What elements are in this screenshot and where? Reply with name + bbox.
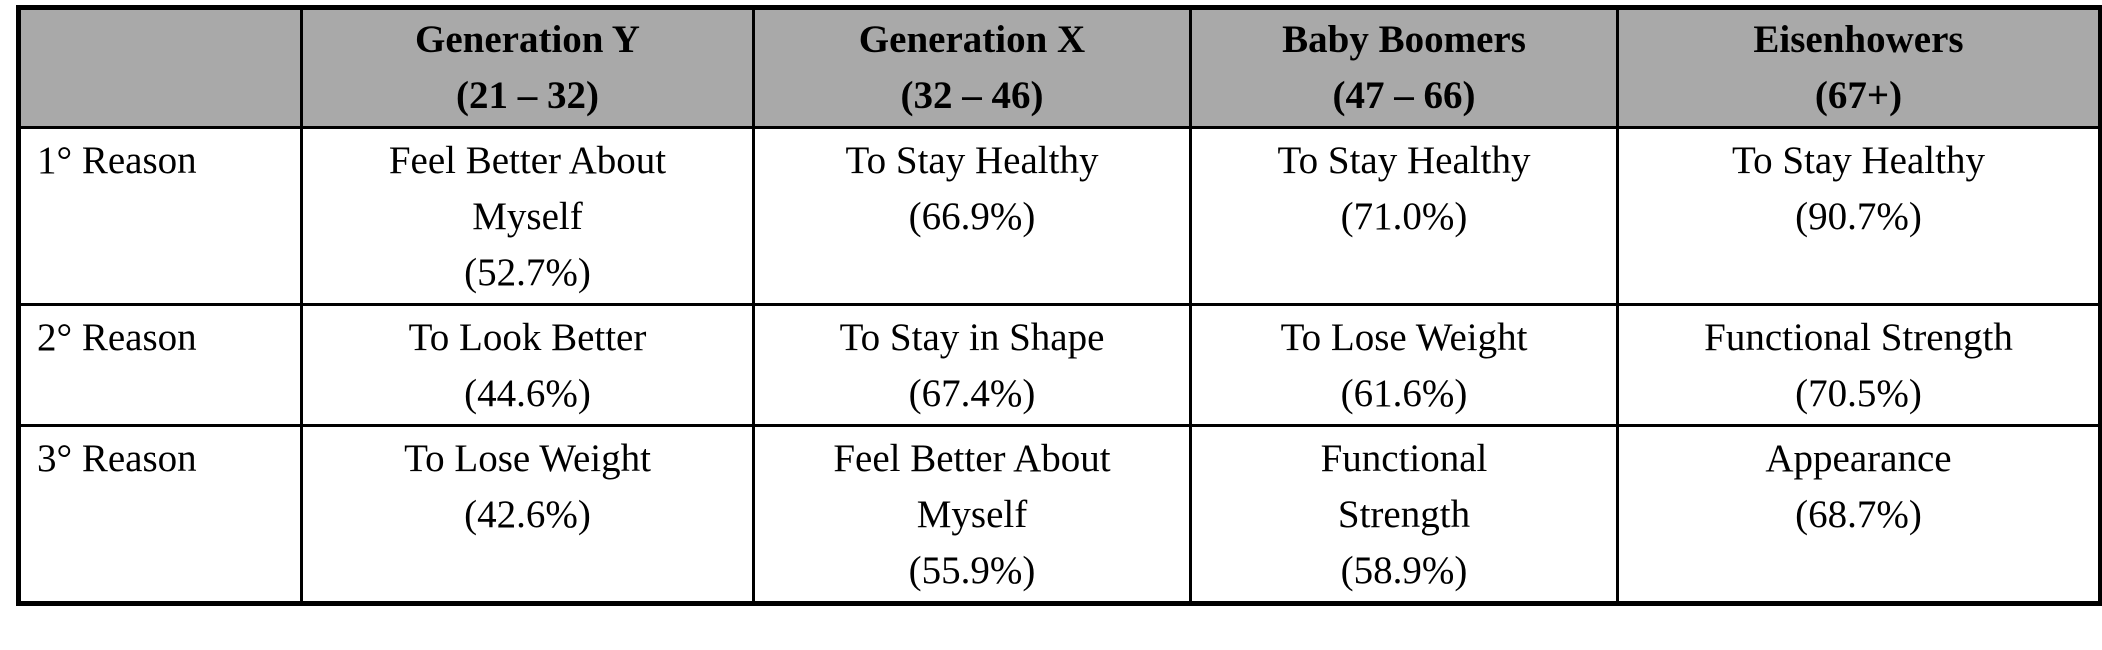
table-row-secondary-reason: 2° Reason To Look Better (44.6%) To Stay …	[17, 303, 2102, 427]
header-title: Eisenhowers	[1753, 18, 1964, 61]
row-label: 1° Reason	[17, 126, 303, 306]
percentage-text: (42.6%)	[464, 493, 591, 536]
reason-text: To Look Better	[408, 316, 647, 359]
column-header-eisenhowers: Eisenhowers (67+)	[1616, 6, 2102, 129]
row-label: 3° Reason	[17, 424, 303, 605]
reason-cell: Feel Better About Myself (55.9%)	[752, 424, 1192, 605]
percentage-text: (71.0%)	[1340, 195, 1468, 238]
header-age-range: (21 – 32)	[456, 74, 599, 117]
header-title: Generation X	[858, 18, 1086, 61]
percentage-text: (66.9%)	[908, 195, 1036, 238]
column-header-generation-y: Generation Y (21 – 32)	[300, 6, 755, 129]
reason-cell: To Look Better (44.6%)	[300, 303, 755, 427]
reason-cell: To Lose Weight (42.6%)	[300, 424, 755, 605]
header-age-range: (67+)	[1814, 74, 1903, 117]
generation-reasons-table: Generation Y (21 – 32) Generation X (32 …	[16, 5, 2102, 606]
column-header-generation-x: Generation X (32 – 46)	[752, 6, 1192, 129]
percentage-text: (55.9%)	[908, 549, 1036, 592]
generation-reasons-table-container: Generation Y (21 – 32) Generation X (32 …	[16, 5, 2102, 606]
reason-cell: To Lose Weight (61.6%)	[1189, 303, 1619, 427]
reason-cell: To Stay Healthy (90.7%)	[1616, 126, 2102, 306]
reason-text: Functional Strength	[1320, 437, 1488, 536]
table-row-primary-reason: 1° Reason Feel Better About Myself (52.7%…	[17, 126, 2102, 306]
reason-text: Appearance	[1765, 437, 1952, 480]
reason-text: Functional Strength	[1704, 316, 2013, 359]
reason-cell: To Stay Healthy (66.9%)	[752, 126, 1192, 306]
percentage-text: (70.5%)	[1795, 372, 1922, 415]
reason-text: To Lose Weight	[404, 437, 651, 480]
table-row-tertiary-reason: 3° Reason To Lose Weight (42.6%) Feel Bet…	[17, 424, 2102, 605]
header-row: Generation Y (21 – 32) Generation X (32 …	[17, 6, 2102, 129]
percentage-text: (44.6%)	[464, 372, 591, 415]
column-header-baby-boomers: Baby Boomers (47 – 66)	[1189, 6, 1619, 129]
header-title: Baby Boomers	[1282, 18, 1526, 61]
reason-cell: Functional Strength (70.5%)	[1616, 303, 2102, 427]
reason-text: To Stay in Shape	[839, 316, 1105, 359]
reason-cell: Appearance (68.7%)	[1616, 424, 2102, 605]
percentage-text: (52.7%)	[464, 251, 591, 294]
reason-text: Feel Better About Myself	[388, 139, 667, 238]
reason-cell: Functional Strength (58.9%)	[1189, 424, 1619, 605]
reason-cell: Feel Better About Myself (52.7%)	[300, 126, 755, 306]
percentage-text: (67.4%)	[908, 372, 1036, 415]
percentage-text: (90.7%)	[1795, 195, 1922, 238]
percentage-text: (61.6%)	[1340, 372, 1468, 415]
row-label: 2° Reason	[17, 303, 303, 427]
header-age-range: (32 – 46)	[900, 74, 1044, 117]
reason-text: To Lose Weight	[1280, 316, 1528, 359]
corner-cell	[17, 6, 303, 129]
percentage-text: (68.7%)	[1795, 493, 1922, 536]
reason-cell: To Stay Healthy (71.0%)	[1189, 126, 1619, 306]
header-title: Generation Y	[415, 18, 640, 61]
reason-text: Feel Better About Myself	[833, 437, 1111, 536]
reason-text: To Stay Healthy	[845, 139, 1099, 182]
percentage-text: (58.9%)	[1340, 549, 1468, 592]
reason-text: To Stay Healthy	[1732, 139, 1985, 182]
header-age-range: (47 – 66)	[1332, 74, 1476, 117]
reason-text: To Stay Healthy	[1277, 139, 1531, 182]
reason-cell: To Stay in Shape (67.4%)	[752, 303, 1192, 427]
